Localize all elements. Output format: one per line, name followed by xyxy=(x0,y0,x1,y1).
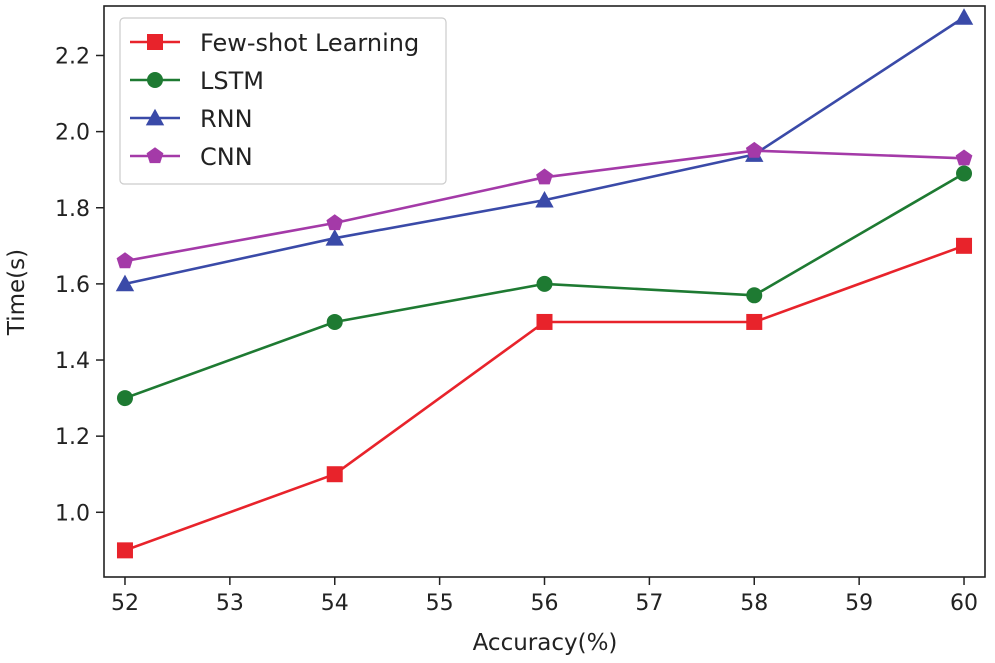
y-tick-label: 2.0 xyxy=(55,121,90,146)
y-tick-label: 1.8 xyxy=(55,197,90,222)
data-point-few-shot-learning xyxy=(326,466,343,483)
x-tick-label: 58 xyxy=(740,591,768,616)
x-tick-label: 55 xyxy=(426,591,454,616)
data-point-cnn xyxy=(955,149,973,166)
y-tick-label: 2.2 xyxy=(55,44,90,69)
x-tick-label: 54 xyxy=(321,591,349,616)
series-cnn xyxy=(116,141,973,269)
x-axis-title: Accuracy(%) xyxy=(473,630,618,656)
data-point-rnn xyxy=(115,274,135,292)
y-tick-label: 1.2 xyxy=(55,425,90,450)
y-axis-title: Time(s) xyxy=(4,249,30,336)
legend-box xyxy=(119,17,447,185)
legend-label: CNN xyxy=(200,143,253,171)
legend-item-cnn: CNN xyxy=(130,143,253,171)
x-tick-label: 53 xyxy=(216,591,244,616)
legend-marker xyxy=(147,34,163,50)
legend-marker xyxy=(147,72,163,88)
data-point-few-shot-learning xyxy=(116,542,133,559)
legend-item-few-shot-learning: Few-shot Learning xyxy=(130,29,419,57)
data-point-lstm xyxy=(536,275,553,292)
legend-item-rnn: RNN xyxy=(130,105,253,133)
data-point-few-shot-learning xyxy=(746,313,763,330)
x-axis: 52 53 54 55 56 57 58 59 60 xyxy=(111,577,978,616)
data-point-rnn xyxy=(954,8,974,25)
series-few-shot-learning xyxy=(116,237,973,559)
legend-label: Few-shot Learning xyxy=(200,29,419,57)
y-tick-label: 1.4 xyxy=(55,349,90,374)
x-tick-label: 52 xyxy=(111,591,139,616)
legend-marker xyxy=(145,108,165,126)
data-point-few-shot-learning xyxy=(956,237,973,254)
x-tick-label: 60 xyxy=(950,591,978,616)
y-tick-label: 1.0 xyxy=(55,501,90,526)
data-point-cnn xyxy=(326,214,344,231)
data-point-cnn xyxy=(745,141,763,158)
data-point-few-shot-learning xyxy=(536,313,553,330)
x-tick-label: 57 xyxy=(635,591,663,616)
series-layer xyxy=(115,8,974,559)
y-axis: 1.0 1.2 1.4 1.6 1.8 2.0 2.2 xyxy=(55,44,104,526)
data-point-rnn xyxy=(535,190,554,208)
legend-label: RNN xyxy=(200,105,253,133)
x-tick-label: 59 xyxy=(845,591,873,616)
x-tick-label: 56 xyxy=(531,591,559,616)
data-point-lstm xyxy=(956,165,973,182)
data-point-lstm xyxy=(326,313,343,330)
data-point-lstm xyxy=(116,390,133,407)
series-rnn xyxy=(115,8,974,292)
legend-item-lstm: LSTM xyxy=(130,67,264,95)
data-point-cnn xyxy=(116,252,134,269)
legend-label: LSTM xyxy=(200,67,264,95)
data-point-lstm xyxy=(746,287,763,304)
legend-marker xyxy=(146,147,164,164)
data-point-rnn xyxy=(325,229,344,246)
series-lstm xyxy=(116,165,973,407)
data-point-cnn xyxy=(536,168,553,185)
y-tick-label: 1.6 xyxy=(55,273,90,298)
legend: Few-shot Learning LSTM RNN CNN xyxy=(119,17,447,185)
